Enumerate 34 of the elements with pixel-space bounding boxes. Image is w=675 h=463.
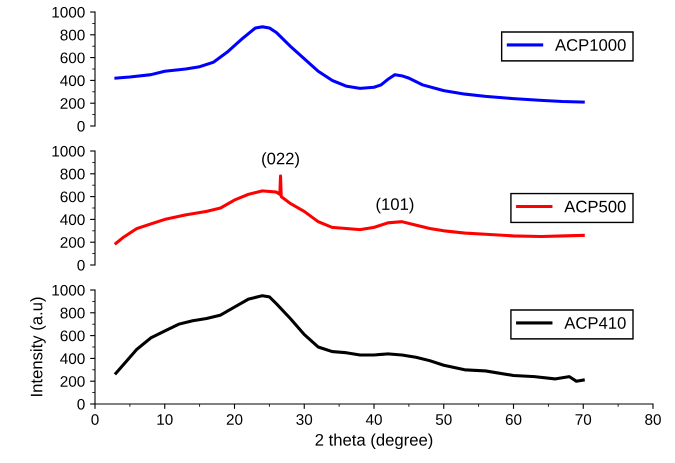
x-tick-label: 70 [576,414,592,425]
annotation: (101) [376,198,414,214]
legend-label: ACP1000 [555,39,626,51]
y-tick-label: 200 [60,237,85,248]
y-tick-label: 800 [60,30,85,40]
y-tick-label: 400 [60,214,85,226]
y-tick-label: 0 [77,260,85,271]
x-tick-label: 30 [296,414,312,425]
y-tick-label: 0 [77,398,85,410]
y-tick-label: 600 [60,330,85,342]
y-tick-label: 600 [60,191,85,202]
y-tick-label: 600 [60,52,85,64]
x-tick-label: 60 [506,414,522,425]
annotation: (022) [262,152,299,168]
x-tick-label: 20 [226,414,242,425]
y-tick-label: 800 [60,308,85,318]
y-tick-label: 1000 [52,146,85,157]
y-tick-label: 0 [77,120,85,132]
y-tick-label: 400 [60,353,85,364]
y-axis-title: Intensity (a.u) [30,298,46,396]
legend-label: ACP500 [564,200,626,212]
x-tick-label: 80 [645,414,661,425]
y-tick-label: 400 [60,75,85,86]
x-tick-label: 50 [436,414,452,425]
y-tick-label: 1000 [52,284,85,296]
x-tick-label: 10 [157,414,173,425]
x-tick-label: 40 [366,414,382,425]
legend-label: ACP410 [564,317,626,329]
x-tick-label: 0 [91,414,99,425]
y-tick-label: 200 [60,376,85,387]
x-axis-title: 2 theta (degree) [316,434,432,450]
y-tick-label: 1000 [52,6,85,18]
y-tick-label: 800 [60,168,85,180]
y-tick-label: 200 [60,98,85,109]
